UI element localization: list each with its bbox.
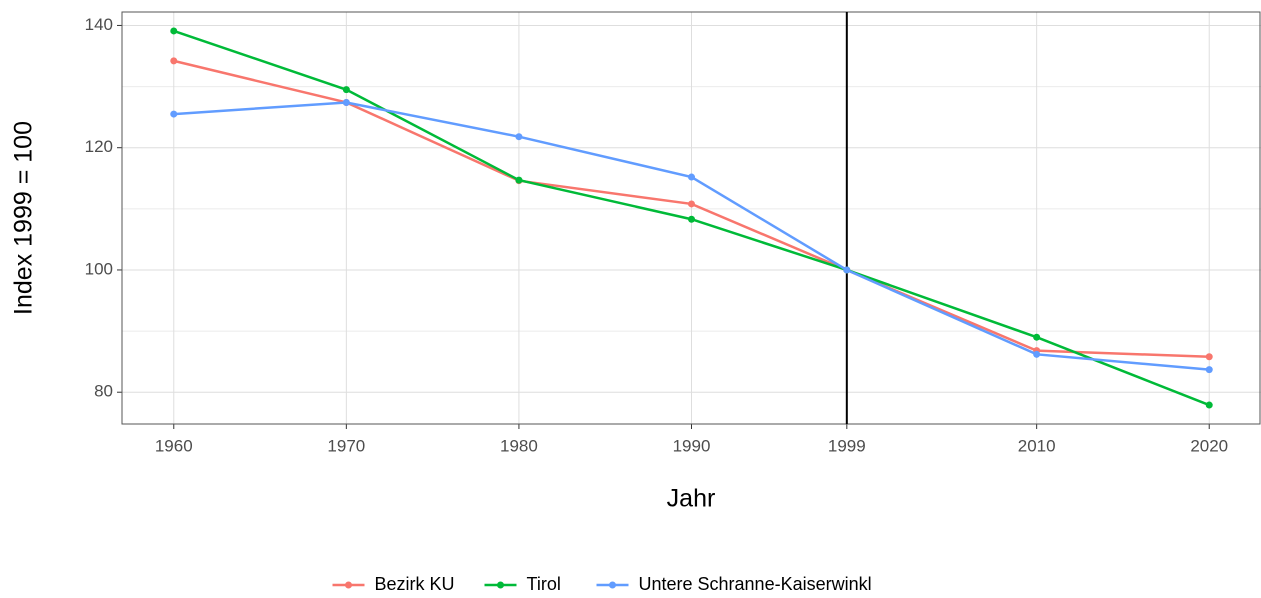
x-tick-label: 2020 [1190, 436, 1228, 455]
x-axis-title: Jahr [667, 485, 716, 513]
point [1033, 333, 1041, 341]
point [170, 57, 178, 65]
point [515, 176, 523, 184]
x-tick-label: 1990 [673, 436, 711, 455]
panel-border [121, 11, 1261, 425]
legend-label: Untere Schranne-Kaiserwinkl [639, 574, 872, 594]
point [342, 86, 350, 94]
x-tick-label: 1970 [327, 436, 365, 455]
legend-swatch-point [497, 581, 504, 589]
point [688, 215, 695, 223]
point [688, 200, 695, 208]
legend-swatch-point [609, 581, 616, 589]
point [1033, 350, 1041, 358]
point [688, 173, 695, 181]
y-tick-label: 80 [94, 382, 113, 401]
point [515, 133, 523, 141]
point [342, 98, 350, 106]
x-tick-label: 1960 [155, 436, 193, 455]
point [1205, 366, 1213, 374]
y-tick-label: 120 [85, 137, 113, 156]
y-tick-label: 140 [85, 15, 113, 34]
x-tick-label: 1980 [500, 436, 538, 455]
legend-label: Bezirk KU [375, 574, 455, 594]
point [843, 266, 851, 274]
point [170, 110, 178, 118]
y-axis-title: Index 1999 = 100 [10, 121, 38, 315]
point [1205, 401, 1213, 409]
y-tick-label: 100 [85, 259, 113, 278]
point [1205, 353, 1213, 361]
x-tick-label: 1999 [828, 436, 866, 455]
legend-swatch-point [345, 581, 352, 589]
x-tick-label: 2010 [1018, 436, 1056, 455]
legend-label: Tirol [527, 574, 561, 594]
point [170, 27, 178, 35]
